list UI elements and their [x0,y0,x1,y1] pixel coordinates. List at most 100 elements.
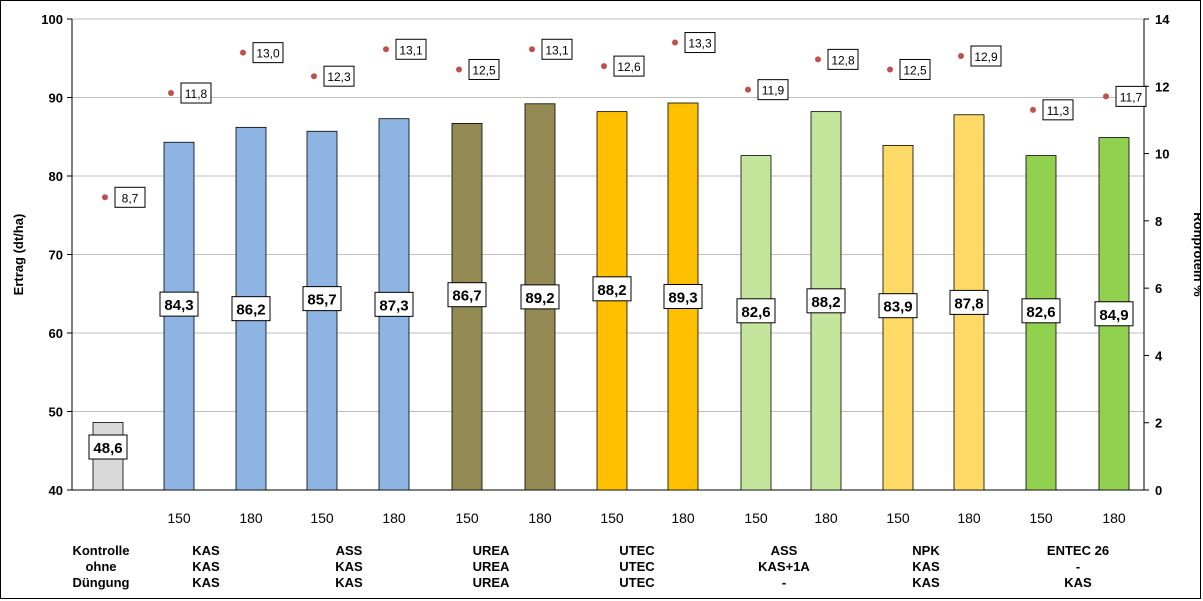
bar-value-box [1021,298,1061,324]
protein-value-label: 11,7 [1120,90,1143,104]
x-tick-label: 180 [382,510,406,526]
group-label: ENTEC 26 [1047,543,1109,558]
x-tick-label: 180 [1102,510,1126,526]
y2-tick-label: 8 [1155,214,1162,229]
protein-point [887,66,893,73]
x-tick-label: 180 [239,510,263,526]
group-label: ASS [771,543,798,558]
protein-point [311,73,317,80]
protein-value-box [899,58,931,80]
group-label: NPK [912,543,940,558]
y-axis-title: Ertrag (dt/ha) [11,214,26,296]
x-tick-label: 150 [455,510,479,526]
protein-point [102,194,108,201]
group-label: UREA [473,559,510,574]
x-tick-label: 180 [957,510,981,526]
group-label: KAS [192,575,220,590]
group-label: KAS [335,559,363,574]
bar-value-label: 48,6 [93,440,122,457]
x-tick-label: 180 [671,510,695,526]
protein-value-box [1042,99,1074,121]
y2-tick-label: 0 [1155,483,1162,498]
protein-value-box [468,58,500,80]
protein-point [601,63,607,70]
protein-value-label: 11,3 [1047,104,1070,118]
group-label: KAS [192,559,220,574]
protein-value-box [757,79,789,101]
bar-value-label: 88,2 [811,294,840,311]
bar-value-box [663,283,703,309]
bar-value-label: 83,9 [883,299,912,316]
bar-value-label: 88,2 [597,282,626,299]
group-label: KAS [1064,575,1092,590]
bar-value-box [447,282,487,308]
protein-point [168,90,174,97]
bar-value-box [302,286,342,312]
protein-value-label: 12,9 [974,50,998,64]
bar-value-label: 89,3 [668,289,697,306]
protein-value-label: 11,9 [762,84,785,98]
bar-value-box [88,434,128,460]
protein-value-label: 13,0 [256,47,280,61]
x-tick-label: 150 [310,510,334,526]
protein-value-box [252,42,284,64]
group-label: ohne [85,559,116,574]
y-tick-label: 50 [49,405,63,420]
protein-point [240,49,246,56]
bar-value-box [374,291,414,317]
bar-value-label: 84,9 [1099,307,1128,324]
bar-value-box [949,289,989,315]
protein-point [383,46,389,53]
protein-value-label: 12,8 [831,53,855,67]
protein-value-box [180,82,212,104]
protein-value-box [323,65,355,87]
protein-point [745,86,751,93]
protein-value-box [827,48,859,70]
protein-value-label: 11,8 [185,87,208,101]
y2-axis-title: Rohprotein % [1191,212,1201,297]
protein-value-label: 8,7 [122,191,139,205]
protein-point [672,39,678,46]
group-label: Düngung [72,575,129,590]
protein-value-box [684,32,716,54]
y-tick-label: 70 [49,248,63,263]
group-label: UREA [473,543,510,558]
bar-value-label: 86,7 [452,288,481,305]
protein-value-label: 13,1 [399,43,423,57]
protein-value-label: 12,5 [903,63,927,77]
bar-value-box [592,276,632,302]
x-tick-label: 180 [528,510,552,526]
y2-tick-label: 2 [1155,416,1162,431]
x-tick-label: 150 [1029,510,1053,526]
protein-value-label: 13,3 [688,37,712,51]
protein-point [958,53,964,60]
protein-value-box [541,38,573,60]
protein-point [815,56,821,63]
bar-value-label: 82,6 [741,304,770,321]
group-label: UTEC [619,543,655,558]
bar-value-label: 89,2 [525,290,554,307]
protein-value-label: 12,5 [472,63,496,77]
x-tick-label: 180 [814,510,838,526]
protein-value-box [395,38,427,60]
protein-value-box [613,55,645,77]
protein-value-label: 12,3 [327,70,351,84]
group-label: KAS+1A [758,559,810,574]
bar-value-box [520,284,560,310]
protein-point [456,66,462,73]
group-label: KAS [192,543,220,558]
y-tick-label: 40 [49,483,63,498]
bar-value-box [736,298,776,324]
x-tick-label: 150 [744,510,768,526]
protein-point [1103,93,1109,100]
y2-tick-label: 6 [1155,281,1162,296]
protein-value-label: 12,6 [617,60,641,74]
group-label: Kontrolle [72,543,129,558]
protein-value-box [970,45,1002,67]
y2-tick-label: 4 [1155,348,1163,363]
bar-value-box [231,296,271,322]
y2-tick-label: 12 [1155,79,1169,94]
group-label: UTEC [619,575,655,590]
group-label: KAS [912,575,940,590]
